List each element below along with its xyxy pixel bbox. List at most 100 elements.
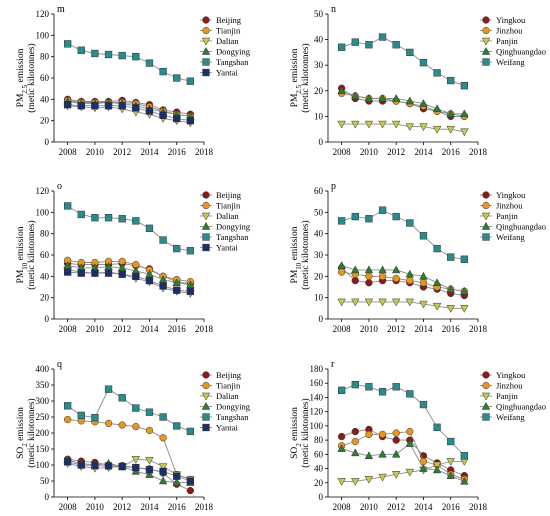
legend-marker <box>202 58 210 66</box>
data-point <box>173 114 181 123</box>
y-tick-label: 80 <box>40 52 50 62</box>
data-point <box>186 427 195 436</box>
series-tianjin <box>63 415 195 484</box>
series-qinghuangdao <box>337 439 469 485</box>
x-tick-label: 2010 <box>360 502 379 512</box>
series-line <box>341 428 465 477</box>
y-tick-label: 40 <box>314 229 324 239</box>
y-tick-label: 100 <box>310 421 324 431</box>
legend-marker <box>202 201 210 210</box>
data-point <box>63 458 72 466</box>
series-line <box>341 267 465 296</box>
y-tick-label: 140 <box>310 392 324 402</box>
series-line <box>67 458 191 492</box>
x-tick-label: 2014 <box>414 502 433 512</box>
data-point <box>132 53 140 61</box>
data-point <box>145 466 154 474</box>
x-tick-label: 2012 <box>113 147 131 157</box>
legend-label: Weifang <box>496 412 525 422</box>
y-tick-label: 80 <box>314 435 324 445</box>
legend-marker <box>482 233 490 241</box>
legend-label: Dalian <box>216 211 239 221</box>
y-tick-label: 20 <box>40 116 50 126</box>
series-line <box>341 90 465 115</box>
data-point <box>63 415 72 424</box>
y-tick-label: 160 <box>310 378 324 388</box>
y-tick-label: 30 <box>314 250 324 260</box>
data-point <box>337 268 346 276</box>
data-point <box>186 117 195 125</box>
y-tick-label: 50 <box>40 476 50 486</box>
data-point <box>104 214 113 222</box>
series-line <box>67 101 191 117</box>
data-point <box>63 202 72 210</box>
legend-marker <box>481 37 491 46</box>
legend-label: Yingkou <box>496 370 526 380</box>
legend-marker <box>482 413 490 421</box>
data-point <box>432 104 442 112</box>
x-tick-label: 2008 <box>59 502 78 512</box>
data-point <box>351 38 359 46</box>
y-tick-label: 0 <box>45 137 50 147</box>
data-point <box>378 120 387 129</box>
data-point <box>391 470 401 479</box>
legend-label: Tangshan <box>216 412 249 422</box>
series-tangshan <box>63 202 195 255</box>
x-tick-label: 2016 <box>168 502 187 512</box>
x-tick-label: 2016 <box>442 502 461 512</box>
data-point <box>173 74 181 82</box>
legend-label: Yingkou <box>496 190 526 200</box>
data-point <box>186 77 195 85</box>
data-point <box>460 82 469 90</box>
data-point <box>91 49 99 58</box>
data-point <box>460 452 469 460</box>
x-tick-label: 2018 <box>469 324 488 334</box>
x-tick-label: 2018 <box>195 147 214 157</box>
data-point <box>337 86 346 95</box>
legend-marker <box>482 58 490 66</box>
data-point <box>419 123 428 132</box>
data-point <box>337 444 346 452</box>
y-tick-label: 20 <box>314 86 324 96</box>
x-tick-label: 2014 <box>414 147 433 157</box>
data-point <box>145 107 154 115</box>
data-point <box>118 215 126 223</box>
data-point <box>365 272 373 280</box>
data-point <box>378 265 387 274</box>
legend-label: Dalian <box>216 36 239 46</box>
data-point <box>378 272 387 280</box>
x-tick-label: 2008 <box>333 147 352 157</box>
legend-label: Panjin <box>496 36 518 46</box>
data-point <box>351 265 360 274</box>
data-point <box>391 449 401 458</box>
y-tick-label: 150 <box>36 444 50 454</box>
data-point <box>104 385 113 393</box>
legend-label: Panjin <box>496 391 518 401</box>
y-tick-label: 40 <box>40 271 50 281</box>
series-yantai <box>63 268 195 295</box>
y-axis-units: (metic kilotonnes) <box>26 220 37 289</box>
chart-panel-r: 0 20 40 60 80 100 120 140 160 180 2008 2010 2012 2014… <box>290 359 546 512</box>
data-point <box>158 463 168 472</box>
data-point <box>145 408 154 416</box>
series-line <box>67 419 191 480</box>
data-point <box>419 279 428 287</box>
data-point <box>145 224 154 232</box>
data-point <box>91 413 99 422</box>
x-tick-label: 2018 <box>195 502 214 512</box>
series-weifang <box>337 380 469 460</box>
series-line <box>341 265 465 292</box>
legend-marker <box>202 371 210 379</box>
series-weifang <box>337 206 469 263</box>
data-point <box>351 437 359 446</box>
y-tick-label: 10 <box>314 111 324 121</box>
data-point <box>364 298 374 307</box>
y-tick-label: 120 <box>36 9 50 19</box>
x-tick-label: 2014 <box>140 502 159 512</box>
data-point <box>433 244 441 253</box>
legend-label: Tianjin <box>216 201 241 211</box>
data-point <box>446 125 455 134</box>
data-point <box>378 473 387 482</box>
data-point <box>159 236 167 244</box>
series-line <box>67 43 191 82</box>
